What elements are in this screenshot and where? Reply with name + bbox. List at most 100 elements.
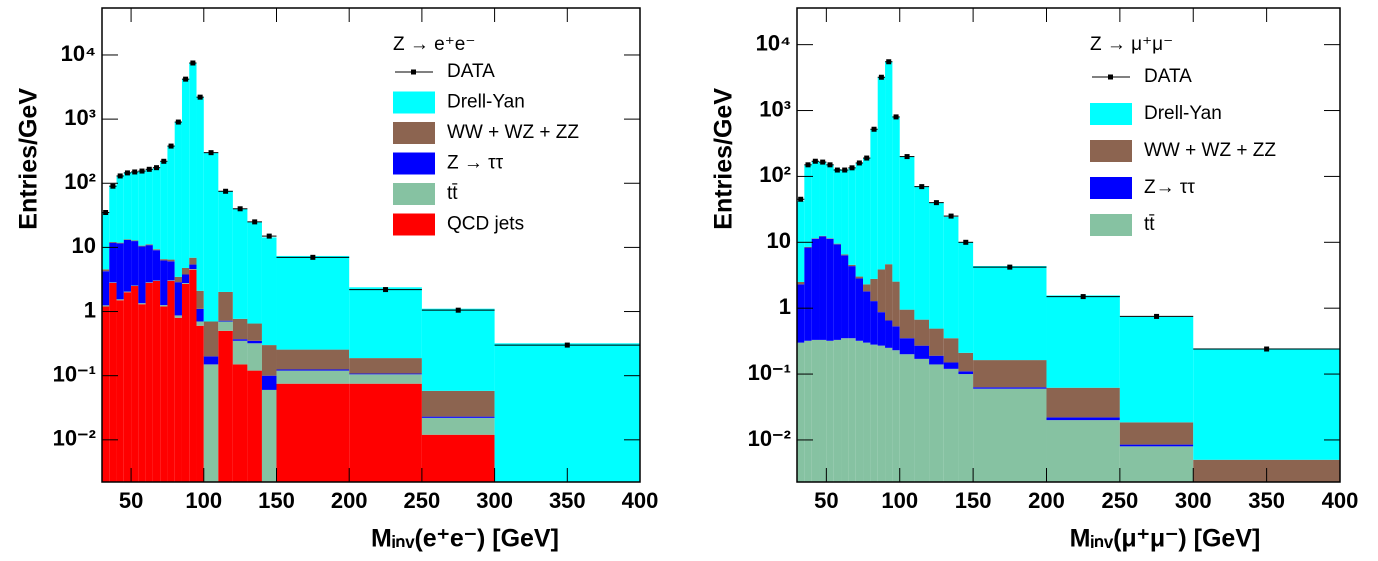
stack-bar xyxy=(421,417,495,435)
stack-bar xyxy=(1046,295,1120,388)
stack-bar xyxy=(189,264,197,270)
stack-bar xyxy=(167,261,175,281)
data-marker xyxy=(310,254,316,260)
data-marker xyxy=(103,210,109,216)
data-marker xyxy=(798,196,804,202)
stack-bar xyxy=(804,247,812,341)
stack-bar xyxy=(841,254,849,256)
stack-bar xyxy=(181,283,190,284)
data-point xyxy=(892,114,900,120)
y-tick-label: 10 xyxy=(767,228,791,253)
stack-bar xyxy=(203,153,219,322)
data-marker xyxy=(139,168,145,174)
data-point xyxy=(167,143,175,149)
stack-bar xyxy=(167,145,175,260)
y-tick-label: 10⁻² xyxy=(748,426,791,451)
panel: 50 100 150 200 250 300 350 400 10⁻² 10⁻¹ 1 10 10² 10³… xyxy=(15,7,659,553)
stack-bar xyxy=(109,185,117,242)
stack-bar xyxy=(899,354,915,482)
data-point xyxy=(819,159,827,165)
stack-bar xyxy=(203,321,219,357)
stack-bar xyxy=(892,281,900,327)
x-tick-label: 300 xyxy=(476,488,513,513)
data-point xyxy=(138,168,146,174)
stack-bar xyxy=(196,325,204,482)
data-point xyxy=(189,60,197,66)
legend-label: QCD jets xyxy=(447,214,524,235)
stack-bar xyxy=(929,364,944,482)
legend-swatch xyxy=(393,213,435,236)
data-marker xyxy=(146,166,152,172)
legend-label: WW + WZ + ZZ xyxy=(1144,140,1276,161)
stack-bar xyxy=(261,237,277,346)
y-tick-label: 10⁴ xyxy=(61,41,96,66)
data-point xyxy=(958,239,974,245)
stack-bar xyxy=(181,267,190,275)
stack-bar xyxy=(123,239,132,292)
data-point xyxy=(196,94,204,100)
stack-bar xyxy=(811,238,820,239)
stack-bar xyxy=(494,343,640,482)
stack-bar xyxy=(247,340,262,344)
x-tick-label: 50 xyxy=(119,488,143,513)
data-point xyxy=(1119,313,1194,319)
frame xyxy=(101,7,641,483)
stack-bar xyxy=(152,280,161,482)
y-tick-label: 10³ xyxy=(64,105,96,130)
stack-bar xyxy=(958,374,974,482)
legend-title: Z → μ⁺μ⁻ xyxy=(1090,34,1173,55)
data-marker xyxy=(175,119,181,125)
legend-label: Drell-Yan xyxy=(447,92,525,113)
stack-bar xyxy=(833,169,842,244)
data-point xyxy=(833,167,842,173)
stack-bar xyxy=(102,305,110,307)
panel: 50 100 150 200 250 300 350 400 10⁻² 10⁻¹ 1 10 10² 10³… xyxy=(710,7,1358,553)
stack-bar xyxy=(247,343,262,371)
stack-bar xyxy=(421,416,495,418)
stack-bar xyxy=(797,342,805,482)
stack-bar xyxy=(826,238,834,239)
x-axis-title: Mᵢₙᵥ(e⁺e⁻) [GeV] xyxy=(371,525,559,553)
data-point xyxy=(1046,294,1120,300)
stack-bar xyxy=(138,245,146,247)
data-marker xyxy=(564,342,570,348)
stack-bar xyxy=(863,342,871,482)
data-point xyxy=(877,74,886,80)
stack-bar xyxy=(160,259,168,261)
stack-bar xyxy=(261,375,277,390)
data-point xyxy=(929,200,944,206)
legend-swatch xyxy=(393,91,435,114)
data-marker xyxy=(834,167,840,173)
stack-bar xyxy=(826,238,834,341)
stack-bar xyxy=(196,308,204,322)
data-marker xyxy=(849,165,855,171)
y-axis-title: Entries/GeV xyxy=(15,88,43,230)
stack-bar xyxy=(138,303,146,305)
stack-bar xyxy=(109,241,117,243)
stack-bar xyxy=(247,222,262,324)
data-point xyxy=(841,167,849,173)
stack-bar xyxy=(152,250,161,281)
stack-bar xyxy=(276,369,350,371)
stack-bar xyxy=(138,170,146,246)
stack-bar xyxy=(943,362,959,369)
stack-bar xyxy=(109,242,117,283)
stack-bar xyxy=(196,97,204,291)
stack-bar xyxy=(826,340,834,482)
data-marker xyxy=(132,169,138,175)
legend-title: Z → e⁺e⁻ xyxy=(393,34,475,55)
x-tick-label: 100 xyxy=(881,488,918,513)
y-tick-label: 10² xyxy=(64,169,96,194)
x-tick-label: 400 xyxy=(622,488,659,513)
data-point xyxy=(181,76,190,82)
stack-bar xyxy=(811,238,820,340)
stack-bar xyxy=(276,349,350,370)
stack-bar xyxy=(870,278,878,302)
data-marker xyxy=(871,126,877,132)
data-marker xyxy=(963,239,969,245)
x-tick-label: 50 xyxy=(814,488,838,513)
stack-bar xyxy=(804,246,812,248)
legend-label: DATA xyxy=(1144,66,1192,87)
stack-bar xyxy=(138,304,146,482)
legend-swatch xyxy=(1090,177,1132,199)
